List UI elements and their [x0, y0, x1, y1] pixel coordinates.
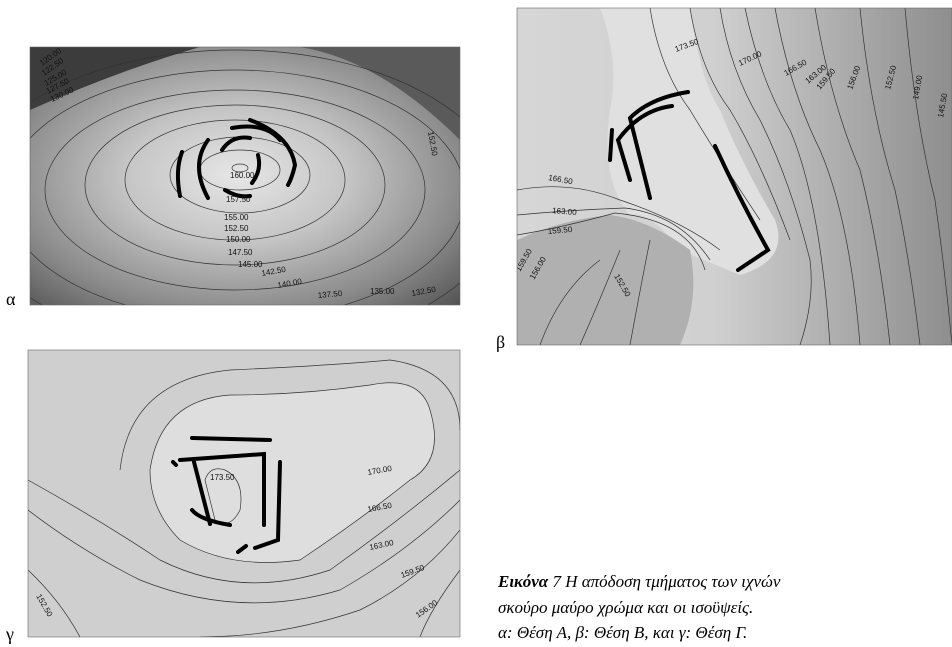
contour-label: 145.00	[238, 260, 263, 269]
map-beta: 173.50 170.00 166.50 163.00 159.50 156.0…	[514, 8, 952, 345]
page: 120.00 122.50 125.00 127.50 130.00 152.5…	[0, 0, 952, 647]
caption-number: 7	[552, 572, 562, 591]
panel-label: γ	[5, 624, 14, 644]
contour-label: 157.50	[226, 195, 251, 204]
caption-line: Εικόνα 7 Η απόδοση τμήματος των ιχνών	[497, 572, 781, 591]
contour-label: 155.00	[224, 213, 249, 222]
contour-label: 152.50	[224, 224, 249, 233]
caption-line: α: Θέση Α, β: Θέση Β, και γ: Θέση Γ.	[498, 623, 747, 642]
contour-label: 150.00	[226, 235, 251, 244]
contour-label: 173.50	[210, 473, 235, 482]
contour-label: 135.00	[370, 287, 395, 296]
panel-label: β	[496, 332, 505, 352]
map-gamma: 173.50 170.00 166.50 163.00 159.50 156.0…	[28, 350, 460, 637]
contour-label: 160.00	[230, 171, 255, 180]
caption-lead: Εικόνα	[497, 572, 549, 591]
caption-text: Η απόδοση τμήματος των ιχνών	[564, 572, 781, 591]
caption-line: σκούρο μαύρο χρώμα και οι ισοϋψείς.	[498, 598, 753, 617]
figure: 120.00 122.50 125.00 127.50 130.00 152.5…	[0, 0, 952, 647]
panel-label: α	[6, 289, 16, 309]
map-alpha: 120.00 122.50 125.00 127.50 130.00 152.5…	[0, 46, 505, 350]
contour-label: 147.50	[228, 248, 253, 257]
